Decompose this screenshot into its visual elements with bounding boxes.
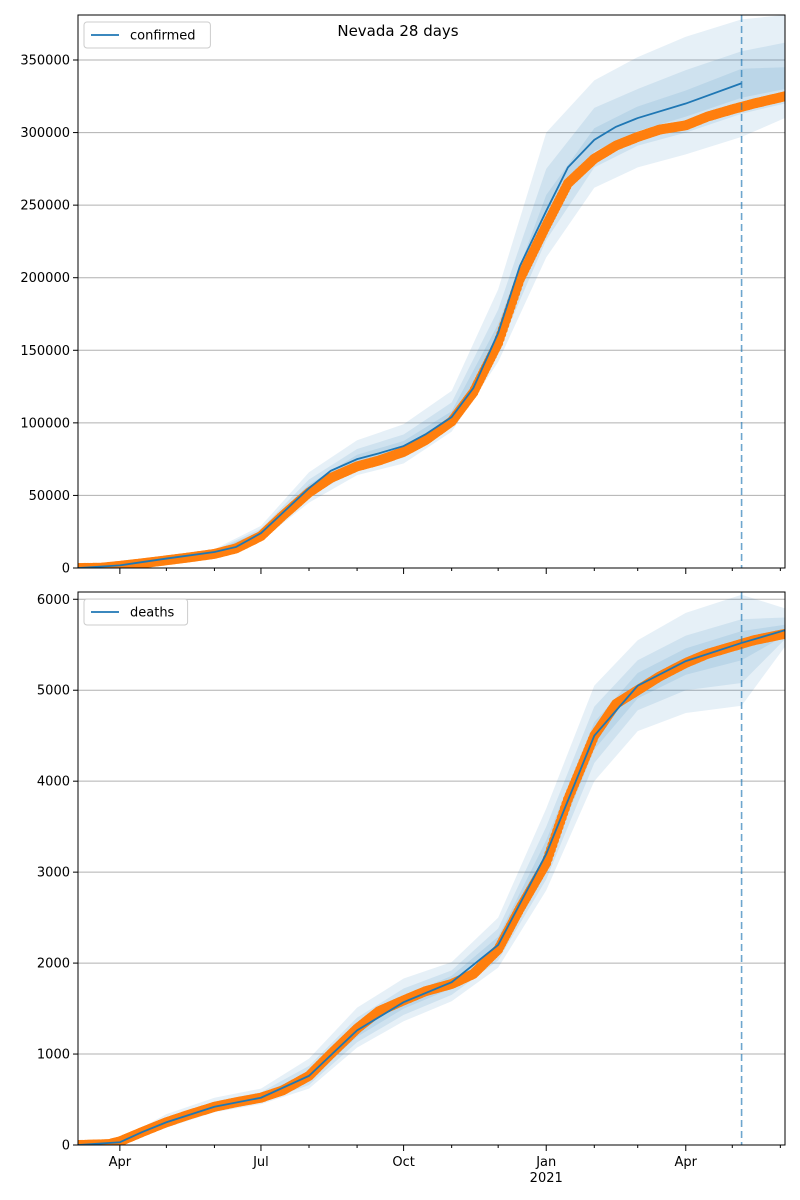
- axes-frame: [77, 14, 786, 569]
- confirmed-panel: 0 50000 100000 150000 200000 250000 300000 3500…: [20, 14, 786, 577]
- uncertainty-band-middle: [78, 617, 785, 1145]
- observed-point: [780, 91, 785, 102]
- legend: confirmed: [83, 21, 211, 49]
- y-tick-label: 3000: [37, 866, 70, 881]
- uncertainty-band-middle: [78, 42, 785, 568]
- y-tick-label: 150000: [20, 344, 70, 359]
- y-tick-label: 1000: [37, 1048, 70, 1063]
- y-tick-label: 5000: [37, 684, 70, 699]
- series-line-deaths: [78, 629, 785, 1145]
- uncertainty-band-outer: [78, 594, 785, 1145]
- y-tick-label: 200000: [20, 271, 70, 286]
- y-tick-label: 0: [62, 562, 70, 577]
- x-year-label: 2021: [530, 1171, 563, 1186]
- y-tick-label: 100000: [20, 416, 70, 431]
- y-tick-label: 0: [62, 1139, 70, 1154]
- legend-box: [83, 598, 189, 626]
- series-line-confirmed: [78, 82, 742, 568]
- y-tick-label: 350000: [20, 53, 70, 68]
- y-tick-label: 50000: [29, 489, 70, 504]
- y-tick-label: 250000: [20, 199, 70, 214]
- y-tick-label: 6000: [37, 593, 70, 608]
- x-tick-label: Apr: [675, 1155, 698, 1170]
- figure-title: Nevada 28 days: [337, 22, 458, 40]
- legend-label: deaths: [130, 606, 175, 621]
- legend-label: confirmed: [130, 29, 196, 44]
- legend-box: [83, 21, 211, 49]
- y-tick-label: 300000: [20, 126, 70, 141]
- x-tick-label: Jul: [252, 1155, 269, 1170]
- x-tick-label: Jan: [535, 1155, 556, 1170]
- x-tick-label: Oct: [392, 1155, 414, 1170]
- x-tick-label: Apr: [109, 1155, 132, 1170]
- y-tick-label: 2000: [37, 957, 70, 972]
- plot-area: [78, 15, 785, 568]
- legend: deaths: [83, 598, 189, 626]
- deaths-panel: 0 1000 2000 3000 4000 5000 6000 Apr Jul Oct Jan Apr…: [37, 591, 786, 1186]
- plot-area: [78, 594, 785, 1145]
- y-tick-label: 4000: [37, 775, 70, 790]
- axes-frame: [77, 591, 786, 1146]
